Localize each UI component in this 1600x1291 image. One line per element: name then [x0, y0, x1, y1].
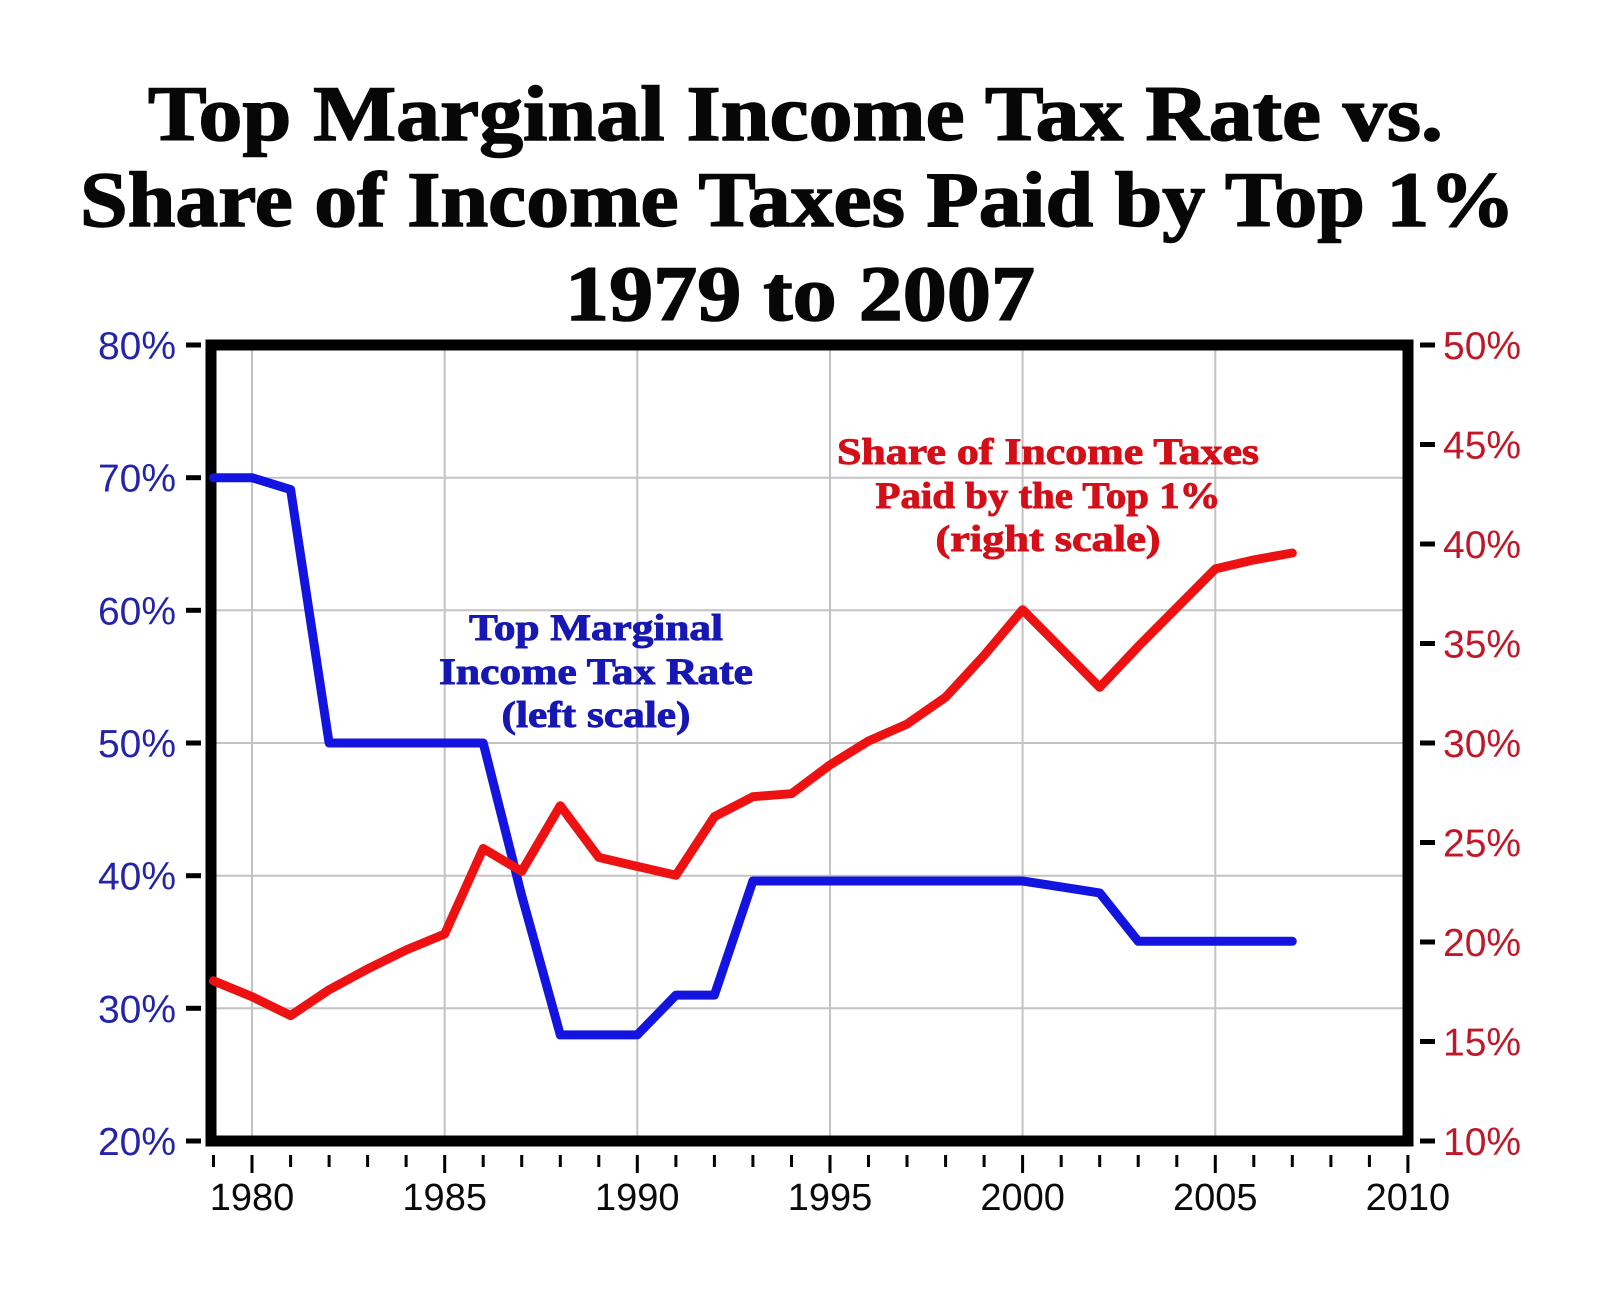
- svg-text:Top Marginal Income Tax Rate v: Top Marginal Income Tax Rate vs.: [148, 70, 1443, 157]
- svg-text:40%: 40%: [1443, 524, 1521, 567]
- svg-text:2000: 2000: [980, 1177, 1065, 1219]
- svg-text:1990: 1990: [595, 1177, 680, 1219]
- svg-text:(left scale): (left scale): [502, 695, 691, 736]
- svg-text:10%: 10%: [1443, 1121, 1521, 1164]
- svg-text:Share of Income Taxes: Share of Income Taxes: [837, 432, 1259, 473]
- svg-text:50%: 50%: [1443, 325, 1521, 368]
- svg-text:45%: 45%: [1443, 425, 1521, 468]
- svg-text:40%: 40%: [98, 856, 176, 899]
- svg-text:1979 to 2007: 1979 to 2007: [565, 250, 1035, 337]
- svg-text:50%: 50%: [98, 723, 176, 766]
- svg-text:60%: 60%: [98, 590, 176, 633]
- svg-text:25%: 25%: [1443, 823, 1521, 866]
- svg-text:2010: 2010: [1366, 1177, 1451, 1219]
- svg-text:70%: 70%: [98, 458, 176, 501]
- svg-text:15%: 15%: [1443, 1022, 1521, 1065]
- svg-text:1980: 1980: [210, 1177, 295, 1219]
- svg-text:20%: 20%: [98, 1121, 176, 1164]
- svg-text:Paid by the Top 1%: Paid by the Top 1%: [876, 476, 1221, 517]
- svg-text:2005: 2005: [1173, 1177, 1258, 1219]
- svg-text:30%: 30%: [1443, 723, 1521, 766]
- svg-text:Share of Income Taxes Paid by: Share of Income Taxes Paid by Top 1%: [80, 156, 1515, 243]
- svg-text:35%: 35%: [1443, 624, 1521, 667]
- svg-text:1985: 1985: [402, 1177, 487, 1219]
- svg-text:20%: 20%: [1443, 922, 1521, 965]
- svg-text:(right scale): (right scale): [936, 519, 1161, 560]
- svg-text:Income Tax Rate: Income Tax Rate: [439, 652, 753, 693]
- svg-text:30%: 30%: [98, 988, 176, 1031]
- svg-text:Top Marginal: Top Marginal: [469, 608, 723, 649]
- svg-text:80%: 80%: [98, 325, 176, 368]
- svg-text:1995: 1995: [788, 1177, 873, 1219]
